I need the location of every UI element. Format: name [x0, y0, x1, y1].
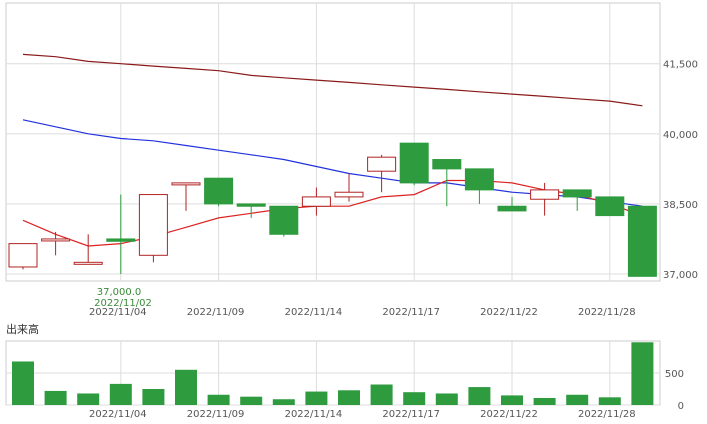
volume-bars: [12, 342, 654, 405]
volume-bar: [533, 397, 556, 405]
volume-bar: [468, 387, 491, 405]
volume-bar: [207, 394, 230, 405]
candle: [73, 234, 103, 265]
volume-tick-label: 0: [678, 401, 684, 412]
candle: [171, 182, 201, 211]
y-tick-label: 40,000: [663, 130, 698, 141]
volume-x-tick-label: 2022/11/04: [89, 409, 147, 420]
volume-x-tick-label: 2022/11/22: [480, 409, 538, 420]
candle-body: [432, 159, 462, 170]
candle-body: [367, 156, 397, 172]
volume-bar: [175, 369, 197, 405]
volume-x-tick-label: 2022/11/28: [578, 409, 636, 420]
ma-long-line: [22, 53, 643, 107]
ma-short-line: [22, 179, 643, 247]
volume-bar: [109, 383, 132, 405]
annotation-value: 37,000.0: [97, 287, 142, 298]
volume-bar: [142, 389, 165, 405]
volume-bar: [77, 393, 100, 405]
candle: [562, 189, 592, 211]
candle-body: [627, 205, 657, 277]
candle: [301, 187, 331, 216]
volume-bar: [338, 390, 360, 405]
low-annotation: 37,000.0 2022/11/02: [94, 287, 152, 309]
candle: [204, 177, 234, 207]
volume-bar: [305, 391, 328, 405]
volume-tick-label: 500: [665, 369, 684, 380]
candle: [334, 173, 364, 202]
price-x-axis: 2022/11/04 2022/11/09 2022/11/14 2022/11/17…: [89, 307, 636, 318]
volume-bar: [566, 394, 589, 405]
candle-body: [497, 205, 527, 212]
x-tick-label: 2022/11/28: [578, 307, 636, 318]
candle-body: [301, 196, 331, 207]
candle-body: [464, 168, 494, 191]
candle: [367, 154, 397, 193]
candle-body: [399, 142, 429, 184]
candle-body: [8, 243, 38, 268]
candle: [106, 194, 136, 274]
candle: [497, 196, 527, 212]
candle: [138, 194, 168, 263]
candle-body: [138, 194, 168, 256]
candle: [8, 243, 38, 270]
annotation-date: 2022/11/02: [94, 298, 152, 309]
candle: [236, 203, 266, 218]
price-plot-frame: [5, 2, 661, 282]
candle-body: [171, 182, 201, 186]
x-tick-label: 2022/11/09: [187, 307, 245, 318]
candle: [595, 196, 625, 217]
candle: [530, 182, 560, 216]
price-y-axis: 37,000 38,500 40,000 41,500: [663, 60, 698, 281]
candle-body: [41, 238, 71, 242]
y-tick-label: 37,000: [663, 270, 698, 281]
candle-body: [236, 203, 266, 207]
x-tick-label: 2022/11/22: [480, 307, 538, 318]
volume-label: 出来高: [6, 322, 39, 336]
candle: [399, 142, 429, 186]
volume-bar: [12, 361, 34, 405]
candle-body: [530, 189, 560, 200]
x-tick-label: 2022/11/17: [382, 307, 440, 318]
volume-bar: [501, 395, 523, 405]
candle-body: [562, 189, 592, 198]
candle: [432, 159, 462, 207]
candle-body: [269, 205, 299, 235]
x-tick-label: 2022/11/14: [285, 307, 343, 318]
volume-x-tick-label: 2022/11/14: [285, 409, 343, 420]
volume-x-tick-label: 2022/11/17: [382, 409, 440, 420]
candle-body: [204, 177, 234, 205]
x-tick-label: 2022/11/04: [89, 307, 147, 318]
candle: [41, 231, 71, 256]
volume-x-tick-label: 2022/11/09: [187, 409, 245, 420]
volume-bar: [631, 342, 654, 405]
volume-bar: [403, 392, 426, 405]
volume-bar: [370, 384, 393, 405]
volume-bar: [598, 397, 621, 405]
volume-y-axis: 0 500: [665, 369, 684, 412]
candlesticks: [8, 142, 657, 277]
candle-body: [595, 196, 625, 217]
volume-bar: [44, 390, 67, 405]
candle: [464, 168, 494, 204]
volume-bar: [240, 396, 263, 405]
y-tick-label: 41,500: [663, 60, 698, 71]
candle-body: [334, 191, 364, 198]
candle-body: [106, 238, 136, 242]
volume-x-axis: 2022/11/04 2022/11/09 2022/11/14 2022/11/17…: [89, 409, 636, 420]
candle: [269, 205, 299, 237]
candle: [627, 205, 657, 277]
y-tick-label: 38,500: [663, 200, 698, 211]
volume-bar: [435, 393, 458, 405]
volume-bar: [272, 399, 295, 405]
candle-body: [73, 261, 103, 265]
